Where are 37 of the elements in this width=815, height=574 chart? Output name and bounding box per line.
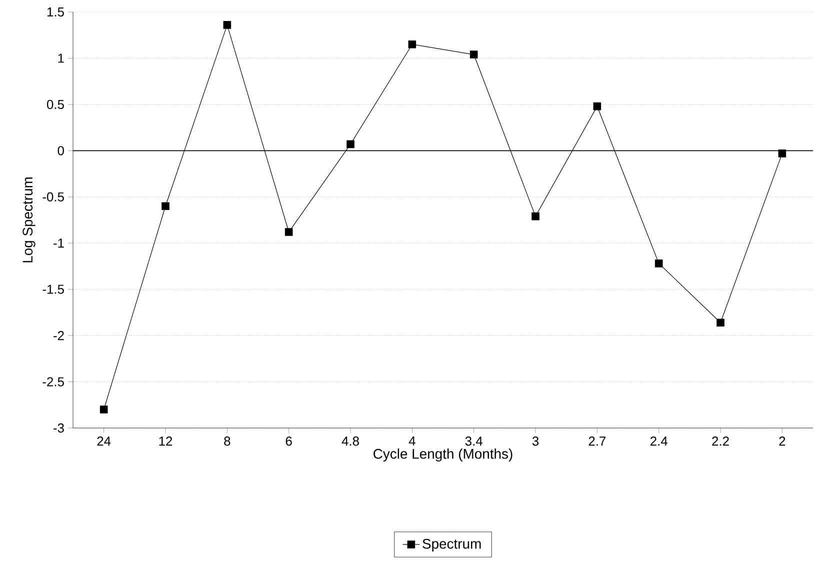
x-tick-label: 2.2 [712, 436, 729, 446]
legend-label: Spectrum [422, 538, 481, 552]
point [162, 202, 170, 210]
x-tick-label: 24 [97, 436, 111, 446]
point [284, 228, 293, 236]
point [346, 140, 354, 148]
x-tick-label: 3 [532, 436, 539, 446]
y-tick-label: -1 [54, 238, 64, 248]
point [716, 318, 724, 327]
point [470, 50, 478, 58]
x-tick-label: 4 [408, 436, 416, 446]
point [100, 406, 108, 414]
y-tick-label: 1.5 [47, 7, 64, 17]
point [223, 21, 232, 29]
y-tick-label: -2 [54, 331, 64, 340]
x-tick-label: 12 [159, 436, 172, 446]
point [532, 212, 540, 220]
point [408, 40, 416, 48]
y-tick-label: 1 [58, 54, 64, 63]
x-axis-title: Cycle Length (Months) [374, 448, 512, 462]
x-tick-label: 3.4 [465, 436, 482, 446]
y-tick-label: -1.5 [42, 284, 64, 294]
y-tick-label: -3 [54, 423, 64, 433]
y-tick-label: 0.5 [46, 100, 64, 110]
y-tick-label: -2.5 [42, 377, 64, 386]
point [654, 260, 663, 268]
x-tick-label: 2 [779, 436, 786, 446]
x-tick-label: 4.8 [342, 436, 359, 446]
x-tick-label: 2.7 [588, 436, 606, 446]
y-tick-label: -0.5 [42, 192, 64, 202]
x-tick-label: 8 [224, 436, 230, 446]
point [593, 102, 602, 110]
x-tick-label: 2.4 [650, 436, 668, 446]
y-axis-title: Log Spectrum [22, 178, 36, 262]
y-tick-label: 0 [58, 146, 64, 156]
x-tick-label: 6 [286, 436, 292, 446]
point [778, 150, 786, 158]
